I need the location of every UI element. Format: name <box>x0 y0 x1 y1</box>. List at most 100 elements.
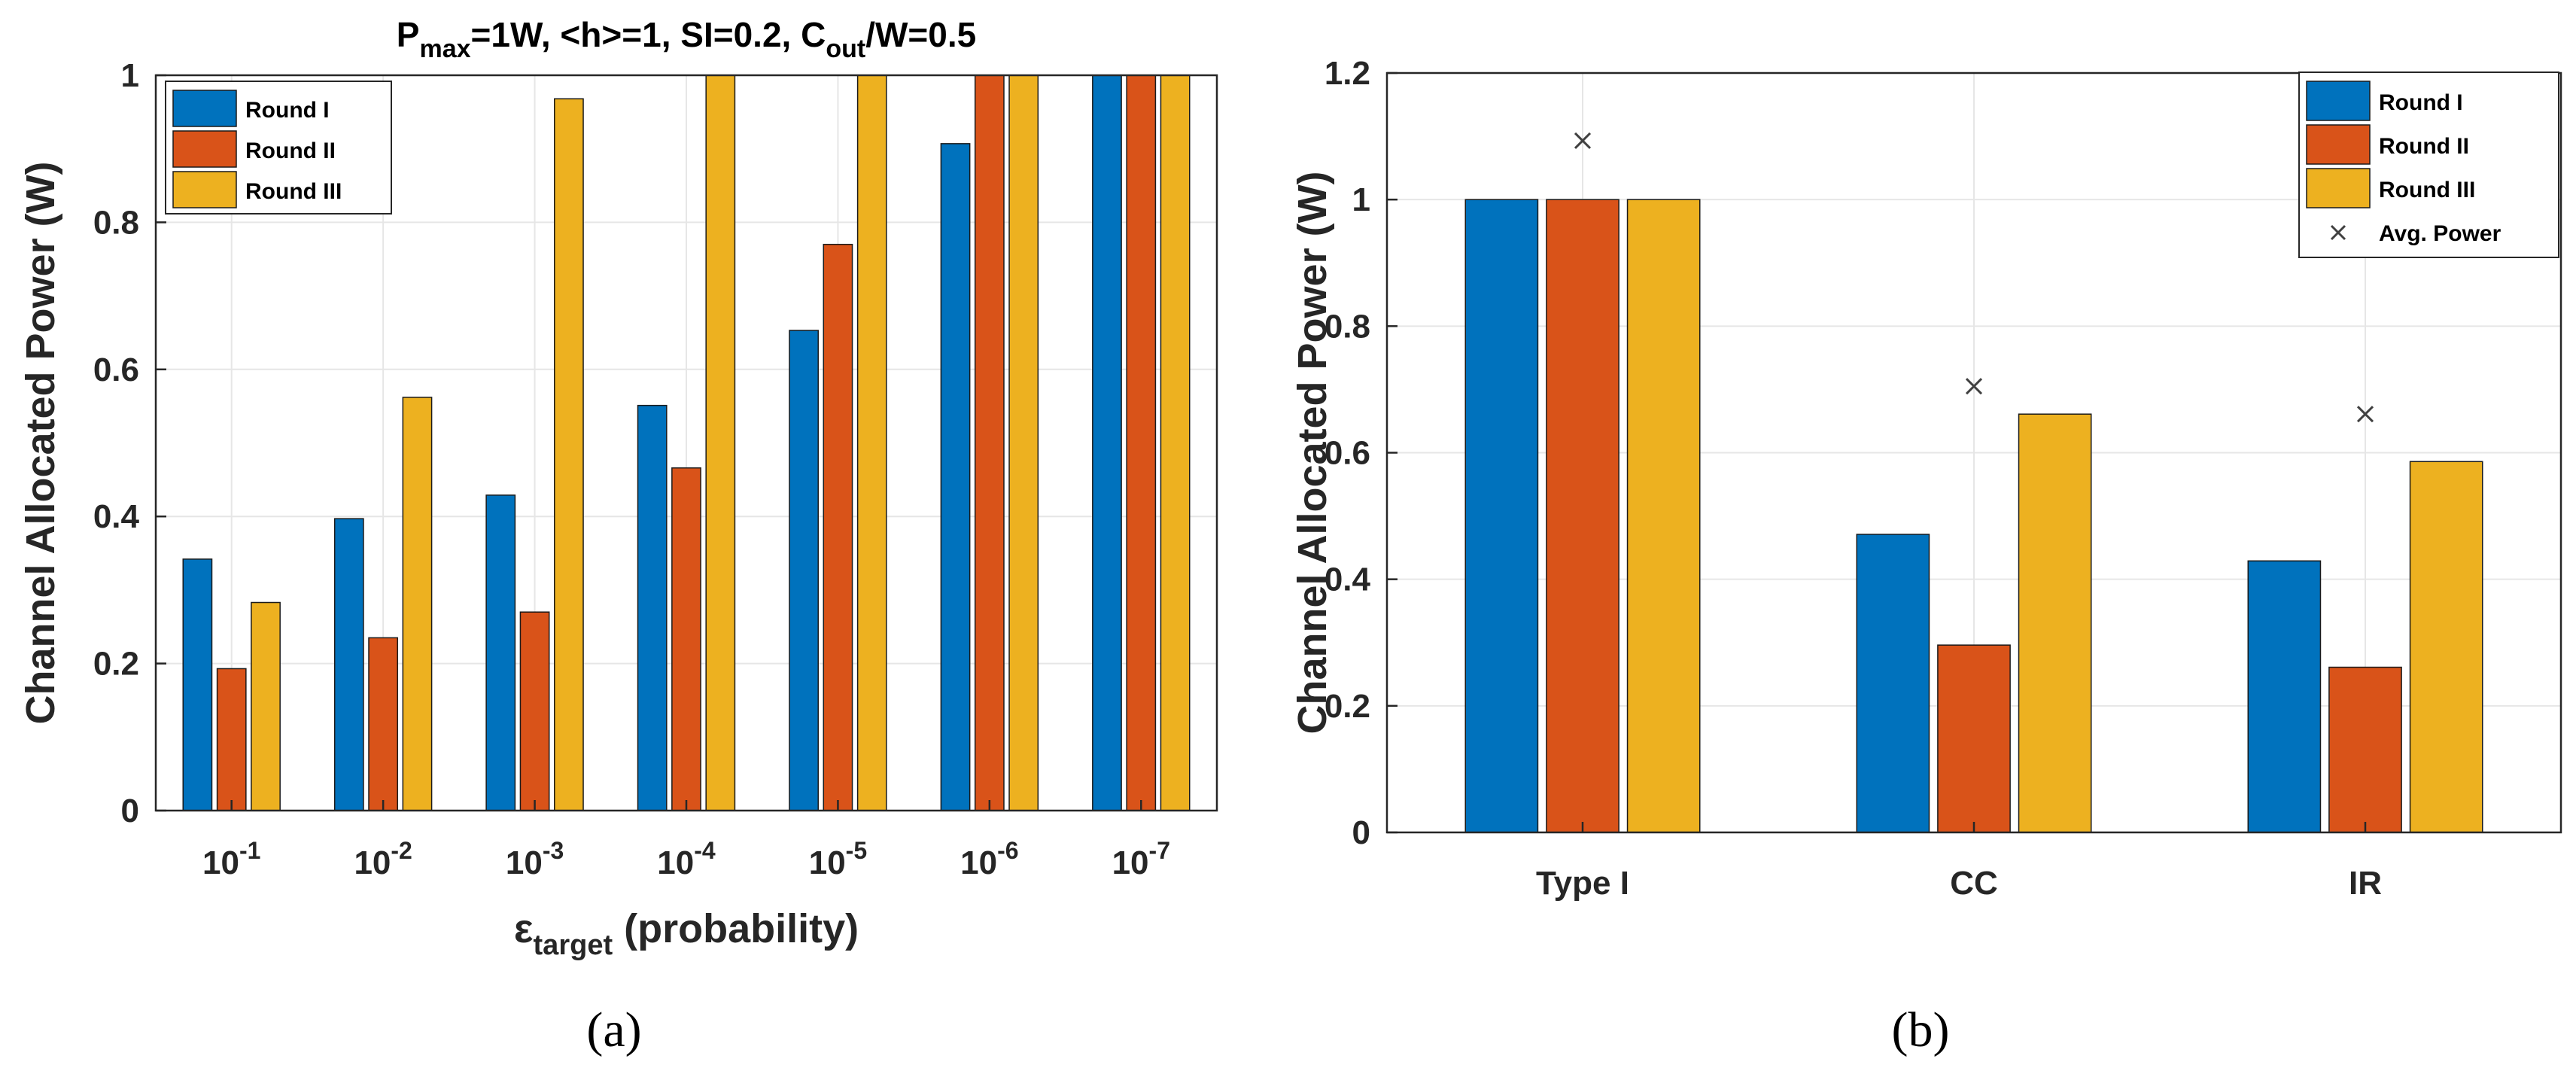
x-tick-label: 10-4 <box>657 837 716 881</box>
bar-round-ii <box>974 75 1005 811</box>
legend-swatch <box>172 171 237 208</box>
legend-swatch <box>2306 124 2371 165</box>
x-tick-base: 10 <box>506 844 543 881</box>
avg-power-marker <box>2356 406 2374 423</box>
x-tick-exponent: -2 <box>391 837 412 864</box>
legend-label: Round III <box>245 179 342 204</box>
chart-title-part: =1W, <h>=1, SI=0.2, C <box>471 15 826 54</box>
avg-power-marker <box>1965 378 1983 395</box>
bar-round-ii <box>216 668 247 811</box>
x-tick-exponent: -6 <box>997 837 1018 864</box>
legend-label: Round I <box>2379 90 2463 115</box>
bar-round-ii <box>368 637 399 811</box>
y-tick-label: 0.2 <box>93 646 139 683</box>
bar-round-ii <box>1937 644 2011 833</box>
y-tick-label: 0 <box>121 793 139 829</box>
bar-round-ii <box>1126 75 1157 811</box>
x-tick-label: 10-2 <box>354 837 412 881</box>
chart-title-part: max <box>419 35 470 63</box>
legend-label: Round II <box>245 138 336 163</box>
legend-label: Avg. Power <box>2379 221 2501 246</box>
y-axis-label: Channel Allocated Power (W) <box>1290 171 1335 734</box>
bar-round-i <box>333 518 364 811</box>
legend-swatch <box>2306 168 2371 208</box>
x-tick-label: 10-6 <box>960 837 1018 881</box>
bar-round-i <box>1464 199 1539 833</box>
x-tick-label: 10-7 <box>1112 837 1170 881</box>
chart-title-part: out <box>826 35 865 63</box>
bar-round-ii <box>1546 199 1620 833</box>
x-tick-exponent: -7 <box>1149 837 1170 864</box>
y-tick-label: 0.4 <box>93 498 140 535</box>
legend-swatch <box>172 90 237 127</box>
y-tick-label: 1.2 <box>1324 55 1370 92</box>
x-tick-label: 10-3 <box>506 837 564 881</box>
avg-power-marker-stroke <box>2356 406 2374 423</box>
x-axis-label: εtarget (probability) <box>514 906 859 961</box>
y-tick-label: 0.6 <box>1324 435 1370 472</box>
legend-marker-stroke <box>2330 224 2346 241</box>
bar-round-iii <box>2409 461 2483 833</box>
chart-title: Pmax=1W, <h>=1, SI=0.2, Cout/W=0.5 <box>397 15 976 63</box>
avg-power-marker-stroke <box>1965 378 1983 395</box>
x-tick-base: 10 <box>657 844 694 881</box>
y-tick-label: 0.8 <box>1324 308 1370 345</box>
bar-round-ii <box>823 243 853 811</box>
legend-label: Round I <box>245 98 330 123</box>
x-axis-label-part: ε <box>514 906 534 951</box>
y-tick-label: 0.8 <box>93 204 139 241</box>
chart-title-part: P <box>397 15 420 54</box>
bar-round-ii <box>2328 666 2402 833</box>
y-tick-label: 1 <box>1352 181 1370 218</box>
legend-label: Round III <box>2379 178 2475 202</box>
x-tick-label: IR <box>2349 865 2382 902</box>
bar-round-iii <box>251 601 281 811</box>
x-tick-base: 10 <box>1112 844 1149 881</box>
bar-round-i <box>1856 534 1930 833</box>
x-tick-exponent: -4 <box>694 837 716 864</box>
y-tick-label: 0.6 <box>93 351 139 388</box>
bar-round-i <box>940 143 971 811</box>
x-tick-exponent: -5 <box>846 837 867 864</box>
x-tick-label: Type I <box>1536 865 1629 902</box>
avg-power-marker-stroke <box>1574 132 1592 150</box>
bar-round-iii <box>1160 75 1191 811</box>
y-tick-label: 0.2 <box>1324 688 1370 725</box>
panel-caption-a: (a) <box>586 1003 641 1057</box>
panel-b-bar-chart: 0 0.2 0.4 0.6 0.8 1 1.2 Type I CC IR Channel Alloc… <box>1290 55 2562 1057</box>
bar-round-ii <box>671 467 701 811</box>
bar-round-i <box>1092 75 1122 811</box>
x-tick-exponent: -3 <box>543 837 564 864</box>
bar-round-iii <box>2018 413 2092 833</box>
legend-label: Round II <box>2379 134 2469 159</box>
x-axis-label-part: target <box>534 929 613 961</box>
bar-round-iii <box>554 98 584 811</box>
x-tick-base: 10 <box>809 844 846 881</box>
legend-swatch <box>172 130 237 168</box>
legend: Round I Round II Round III Avg. Power <box>2298 71 2559 258</box>
legend: Round I Round II Round III <box>165 81 392 214</box>
y-tick-label: 0.4 <box>1324 561 1371 598</box>
x-tick-base: 10 <box>202 844 239 881</box>
avg-power-marker <box>1574 132 1592 150</box>
y-tick-label: 1 <box>121 57 139 94</box>
bar-round-iii <box>856 75 887 811</box>
bar-round-ii <box>519 611 550 811</box>
bar-round-i <box>789 330 819 811</box>
bar-round-iii <box>402 397 433 811</box>
x-tick-base: 10 <box>354 844 391 881</box>
y-tick-label: 0 <box>1352 814 1370 851</box>
bar-round-i <box>182 558 213 811</box>
legend-swatch <box>2306 81 2371 121</box>
x-tick-label: CC <box>1950 865 1998 902</box>
y-axis-label: Channel Allocated Power (W) <box>18 161 63 724</box>
bar-round-iii <box>705 75 736 811</box>
bar-round-i <box>2247 560 2322 833</box>
bar-round-iii <box>1008 75 1039 811</box>
x-tick-label: 10-1 <box>202 837 260 881</box>
chart-title-part: /W=0.5 <box>865 15 976 54</box>
x-tick-label: 10-5 <box>809 837 867 881</box>
bar-round-i <box>485 494 516 811</box>
